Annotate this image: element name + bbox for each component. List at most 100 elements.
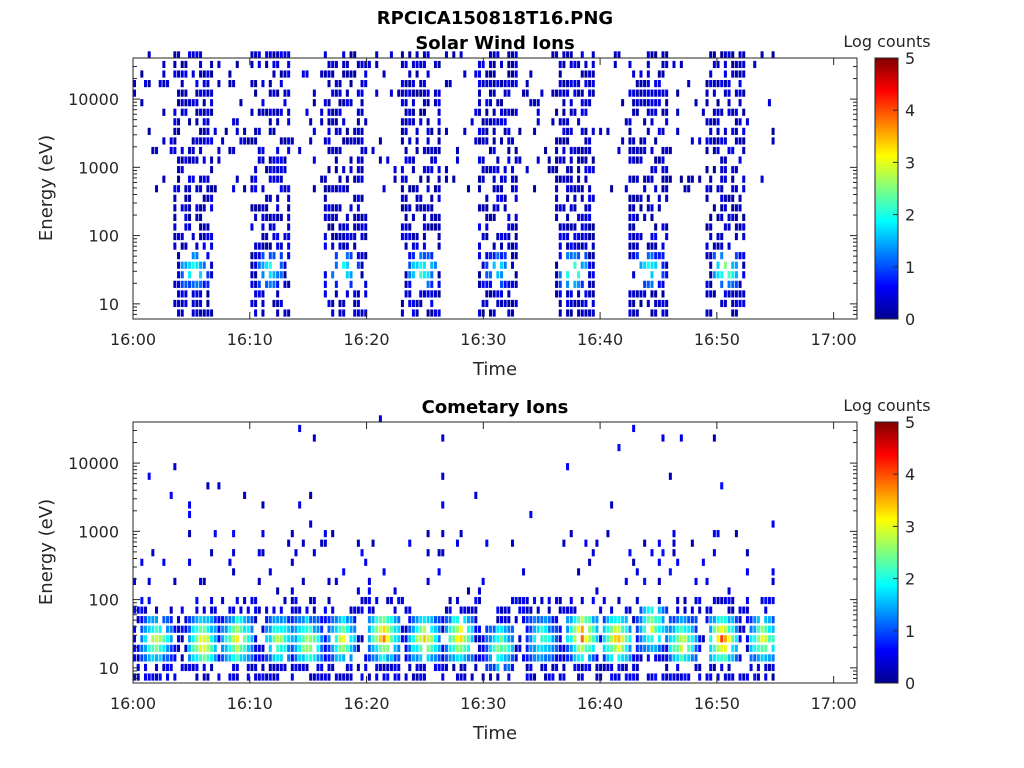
heatmap-cell [720, 663, 724, 672]
heatmap-cell [511, 309, 515, 317]
heatmap-cell [756, 644, 760, 652]
heatmap-cell [683, 616, 687, 624]
heatmap-cell [500, 299, 504, 308]
heatmap-cell [294, 654, 298, 662]
heatmap-cell [210, 596, 214, 605]
plot-frame [132, 421, 858, 684]
heatmap-cell [404, 60, 408, 69]
heatmap-cell [419, 175, 423, 183]
heatmap-cell [624, 625, 628, 633]
heatmap-cell [650, 108, 654, 116]
heatmap-cell [470, 606, 474, 614]
heatmap-cell [588, 252, 592, 260]
axis-ticks: 16:00 16:10 16:20 16:30 16:40 16:50 17:0010100… [68, 57, 857, 349]
heatmap-cell [738, 654, 742, 662]
heatmap-cell [503, 663, 507, 672]
heatmap-cell [503, 261, 507, 269]
heatmap-cell [621, 635, 625, 643]
heatmap-cell [254, 261, 258, 269]
heatmap-cell [720, 654, 724, 662]
heatmap-cell [632, 194, 636, 202]
heatmap-cell [184, 194, 188, 202]
heatmap-cell [525, 625, 529, 633]
heatmap-cell [720, 252, 724, 260]
heatmap-cell [268, 118, 272, 126]
heatmap-cell [320, 175, 324, 183]
heatmap-cell [562, 51, 566, 59]
heatmap-cell [287, 194, 291, 202]
heatmap-cell [764, 663, 768, 672]
heatmap-cell [665, 654, 669, 662]
heatmap-cell [452, 51, 456, 59]
heatmap-cell [235, 663, 239, 672]
heatmap-cell [265, 204, 269, 212]
heatmap-cell [555, 271, 559, 279]
heatmap-cell [257, 261, 261, 269]
heatmap-cell [742, 232, 746, 241]
heatmap-cell [444, 616, 448, 624]
heatmap-cell [415, 70, 419, 78]
heatmap-cell [202, 644, 206, 652]
heatmap-cell [503, 625, 507, 633]
heatmap-cell [360, 635, 364, 643]
heatmap-cell [404, 635, 408, 643]
heatmap-cell [580, 280, 584, 288]
heatmap-cell [525, 644, 529, 652]
heatmap-cell [202, 280, 206, 288]
heatmap-cell [217, 625, 221, 633]
heatmap-cell [272, 252, 276, 260]
heatmap-cell [250, 616, 254, 624]
heatmap-cell [188, 616, 192, 624]
heatmap-cell [382, 568, 386, 576]
heatmap-cell [184, 213, 188, 222]
heatmap-cell [437, 108, 441, 116]
heatmap-cell [294, 606, 298, 614]
heatmap-cell [426, 635, 430, 643]
heatmap-cell [349, 252, 353, 260]
heatmap-cell [727, 616, 731, 624]
heatmap-cell [540, 616, 544, 624]
heatmap-cell [459, 625, 463, 633]
heatmap-cell [687, 644, 691, 652]
heatmap-cell [705, 185, 709, 193]
heatmap-cell [705, 99, 709, 107]
heatmap-cell [408, 156, 412, 164]
heatmap-cell [133, 654, 137, 662]
heatmap-cell [422, 51, 426, 59]
heatmap-cell [503, 127, 507, 135]
heatmap-cell [477, 252, 481, 260]
heatmap-cell [507, 213, 511, 222]
heatmap-cell [184, 89, 188, 97]
heatmap-cell [309, 596, 313, 605]
heatmap-cell [716, 99, 720, 107]
heatmap-cell [639, 290, 643, 298]
heatmap-cell [555, 156, 559, 164]
heatmap-cell [210, 166, 214, 174]
heatmap-cell [188, 644, 192, 652]
heatmap-cell [210, 204, 214, 212]
heatmap-cell [206, 625, 210, 633]
heatmap-cell [349, 137, 353, 145]
heatmap-cell [408, 51, 412, 59]
heatmap-cell [665, 606, 669, 614]
heatmap-cell [276, 204, 280, 212]
heatmap-cell [364, 118, 368, 126]
heatmap-cell [485, 118, 489, 126]
heatmap-cell [676, 673, 680, 681]
heatmap-cell [246, 616, 250, 624]
heatmap-cell [679, 616, 683, 624]
heatmap-cell [650, 606, 654, 614]
heatmap-cell [353, 309, 357, 317]
heatmap-cell [492, 213, 496, 222]
heatmap-cell [191, 146, 195, 155]
heatmap-cell [261, 261, 265, 269]
heatmap-cell [712, 80, 716, 88]
heatmap-cell [206, 616, 210, 624]
heatmap-cell [547, 596, 551, 605]
heatmap-cell [173, 223, 177, 231]
heatmap-cell [646, 606, 650, 614]
heatmap-cell [155, 625, 159, 633]
heatmap-cell [364, 146, 368, 155]
heatmap-cell [573, 194, 577, 202]
heatmap-cell [331, 271, 335, 279]
